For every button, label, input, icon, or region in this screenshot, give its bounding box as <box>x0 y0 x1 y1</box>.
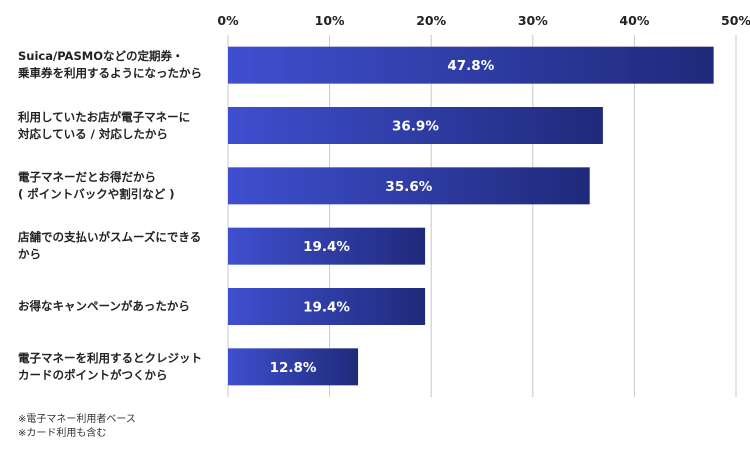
footnotes: ※電子マネー利用者ベース ※カード利用も含む <box>18 413 136 441</box>
footnote-base: ※電子マネー利用者ベース <box>18 414 136 425</box>
bar-value-label-2: 35.6% <box>385 179 432 195</box>
bar-value-label-3: 19.4% <box>303 239 350 255</box>
tick-label-40: 40% <box>619 13 650 28</box>
tick-label-50: 50% <box>721 13 750 28</box>
bar-2 <box>228 167 590 205</box>
tick-label-30: 30% <box>517 13 548 28</box>
bars: 47.8% 36.9% 35.6% 19.4% 19.4% 12.8% <box>228 46 714 386</box>
bar-5 <box>228 348 359 386</box>
category-label-5: 電子マネーを利用するとクレジット カードのポイントがつくから <box>18 350 202 382</box>
category-label-0: Suica/PASMOなどの定期券・ 乗車券を利用するようになったから <box>18 49 202 81</box>
bar-3 <box>228 227 426 265</box>
bar-value-label-0: 47.8% <box>447 58 494 74</box>
category-label-4: お得なキャンペーンがあったから <box>18 299 190 313</box>
category-label-1: 利用していたお店が電子マネーに 対応している / 対応したから <box>18 109 191 141</box>
tick-label-20: 20% <box>416 13 447 28</box>
category-label-3: 店舗での支払いがスムーズにできる から <box>18 230 202 262</box>
bar-value-label-5: 12.8% <box>270 360 317 376</box>
bar-0 <box>228 46 714 84</box>
footnote-card: ※カード利用も含む <box>18 428 107 439</box>
category-label-2: 電子マネーだとお得だから ( ポイントバックや割引など ) <box>18 169 175 201</box>
tick-label-0: 0% <box>217 13 239 28</box>
bar-value-label-1: 36.9% <box>392 119 439 135</box>
bar-1 <box>228 107 603 144</box>
tick-label-10: 10% <box>314 13 345 28</box>
bar-value-label-4: 19.4% <box>303 300 350 316</box>
bar-4 <box>228 288 426 325</box>
grid-lines <box>227 35 737 397</box>
